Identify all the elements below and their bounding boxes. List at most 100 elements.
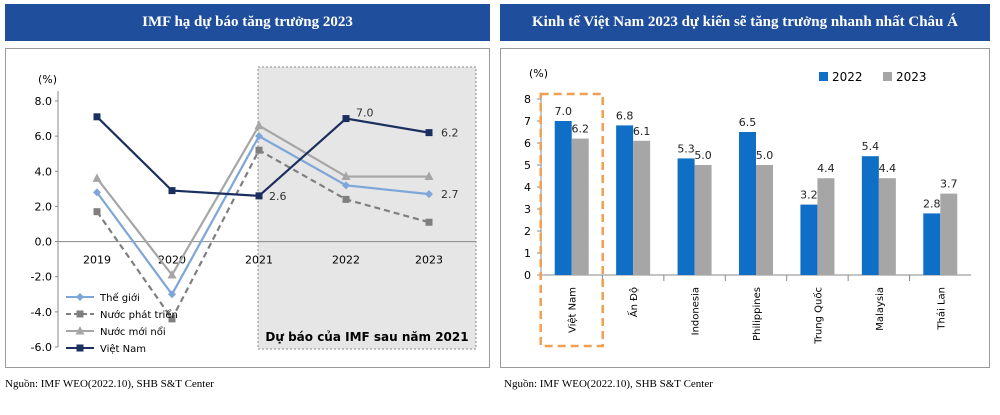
- point: [93, 208, 101, 216]
- point: [255, 132, 263, 141]
- right-source-note: Nguồn: IMF WEO(2022.10), SHB S&T Center: [504, 378, 713, 390]
- point: [342, 195, 350, 203]
- point: [342, 181, 350, 190]
- data-label: 4.4: [879, 162, 897, 175]
- y-tick-label: 3: [524, 203, 531, 216]
- y-tick-label: 0: [524, 269, 531, 282]
- x-tick-label: Philippines: [752, 287, 763, 341]
- y-tick-label: 4.0: [35, 165, 53, 178]
- x-tick-label: 2023: [415, 254, 443, 267]
- data-label: 6.1: [633, 125, 651, 138]
- point: [76, 310, 84, 318]
- legend-label: Thế giới: [99, 292, 140, 304]
- point: [254, 120, 264, 130]
- bar: [677, 158, 695, 275]
- y-tick-label: 2: [524, 225, 531, 238]
- left-panel-title: IMF hạ dự báo tăng trưởng 2023: [5, 4, 490, 41]
- x-tick-label: Malaysia: [875, 287, 886, 331]
- bar: [571, 138, 589, 275]
- y-axis-unit: (%): [529, 67, 548, 80]
- legend-label: Việt Nam: [100, 343, 146, 355]
- bar: [878, 178, 896, 275]
- legend-item: Thế giới: [66, 292, 140, 304]
- data-label: 5.0: [756, 149, 774, 162]
- legend-item: Nước phát triển: [66, 308, 178, 321]
- data-label: 5.3: [677, 142, 695, 155]
- legend-item: Việt Nam: [66, 343, 146, 355]
- right-panel-title: Kinh tế Việt Nam 2023 dự kiến sẽ tăng tr…: [500, 4, 990, 41]
- bar: [756, 165, 773, 275]
- point: [167, 269, 177, 279]
- point: [76, 344, 84, 352]
- y-axis-unit: (%): [38, 73, 57, 86]
- data-label: 2.8: [923, 197, 941, 210]
- x-tick-label: Indonesia: [691, 287, 702, 335]
- y-tick-label: 8.0: [35, 95, 53, 108]
- bar: [633, 140, 651, 275]
- y-tick-label: 1: [524, 247, 531, 260]
- x-tick-label: Trung Quốc: [812, 287, 824, 345]
- y-tick-label: 6: [524, 137, 531, 150]
- point: [93, 188, 101, 197]
- series-4: [93, 113, 433, 200]
- y-tick-label: 5: [524, 159, 531, 172]
- point: [255, 146, 263, 154]
- legend-label: Nước phát triển: [100, 308, 178, 321]
- y-tick-label: -6.0: [31, 341, 52, 354]
- category-group: 7.06.2: [554, 105, 589, 275]
- point: [425, 129, 433, 137]
- data-label: 6.2: [571, 123, 589, 136]
- bar: [800, 204, 818, 275]
- y-tick-label: -2.0: [31, 271, 52, 284]
- x-tick-label: 2022: [332, 254, 360, 267]
- point: [425, 190, 433, 199]
- y-tick-label: 8: [524, 93, 531, 106]
- left-source-note: Nguồn: IMF WEO(2022.10), SHB S&T Center: [5, 378, 214, 390]
- y-tick-label: 6.0: [35, 130, 53, 143]
- point: [342, 115, 350, 123]
- y-tick-label: 7: [524, 115, 531, 128]
- category-group: 2.83.7: [923, 178, 958, 275]
- legend-swatch: [819, 72, 828, 81]
- series-2: [93, 146, 433, 323]
- legend-label: Nước mới nổi: [100, 325, 166, 338]
- point: [341, 171, 351, 181]
- bar: [694, 165, 712, 275]
- data-label: 4.4: [817, 162, 835, 175]
- bar: [554, 121, 572, 275]
- bar: [940, 193, 958, 275]
- forecast-label: Dự báo của IMF sau năm 2021: [265, 330, 468, 344]
- y-tick-label: 2.0: [35, 200, 53, 213]
- point: [168, 290, 176, 299]
- point: [424, 171, 434, 181]
- bar: [861, 156, 879, 275]
- series-3: [92, 120, 434, 279]
- category-group: 5.35.0: [677, 142, 712, 275]
- point: [255, 192, 263, 200]
- bar: [923, 213, 941, 275]
- bar: [616, 125, 634, 276]
- x-tick-label: 2019: [83, 254, 111, 267]
- data-label: 2.6: [269, 190, 287, 203]
- data-label: 3.2: [800, 189, 818, 202]
- data-label: 6.2: [441, 127, 459, 140]
- x-tick-label: Ấn Độ: [626, 287, 640, 317]
- bar: [739, 132, 756, 275]
- legend-item: 2022: [819, 70, 863, 84]
- data-label: 3.7: [940, 178, 958, 191]
- point: [93, 113, 101, 121]
- y-tick-label: 0.0: [35, 236, 53, 249]
- left-chart-frame: Dự báo của IMF sau năm 2021 (%) 8.0 6.0 4.0 2…: [5, 48, 490, 368]
- data-label: 5.0: [694, 149, 712, 162]
- point: [168, 315, 176, 323]
- point: [425, 218, 433, 226]
- data-label: 2.7: [441, 188, 459, 201]
- forecast-region: [257, 66, 477, 350]
- legend-label: 2022: [832, 70, 863, 84]
- point: [92, 173, 102, 182]
- y-tick-label: -4.0: [31, 306, 52, 319]
- point: [168, 187, 176, 195]
- series-1: [93, 132, 433, 299]
- highlight-box: [539, 92, 604, 348]
